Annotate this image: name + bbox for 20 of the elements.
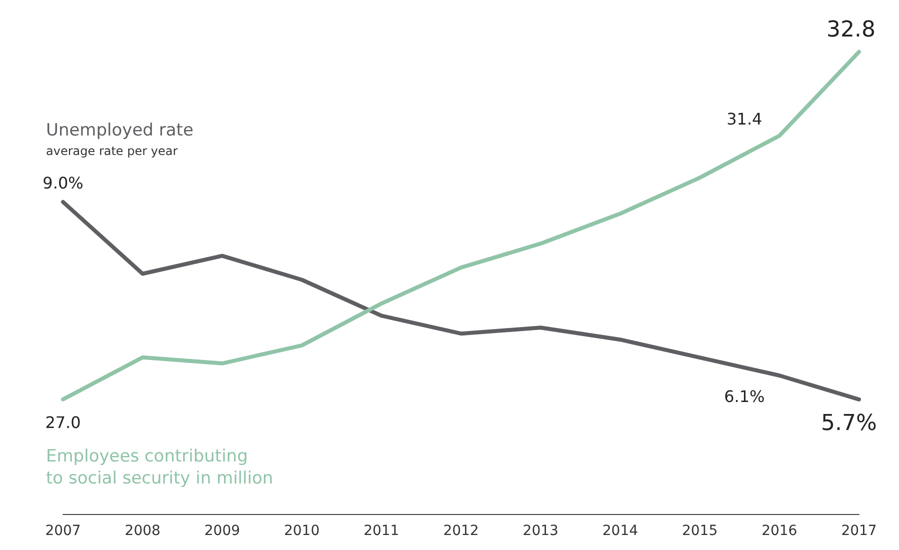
- data-label: 31.4: [726, 109, 762, 128]
- data-label: 5.7%: [821, 410, 877, 436]
- data-label: 32.8: [826, 17, 876, 42]
- x-tick-label: 2015: [682, 523, 718, 539]
- x-tick-label: 2010: [284, 523, 320, 539]
- x-tick-label: 2009: [204, 523, 240, 539]
- x-tick-label: 2012: [443, 523, 479, 539]
- x-tick-label: 2014: [602, 523, 638, 539]
- x-tick-label: 2016: [762, 523, 798, 539]
- data-label: 6.1%: [724, 387, 765, 406]
- annotation: average rate per year: [46, 144, 178, 158]
- x-tick-label: 2008: [124, 523, 160, 539]
- data-label: 9.0%: [42, 173, 84, 192]
- x-tick-label: 2017: [841, 523, 877, 539]
- data-label: 27.0: [45, 412, 81, 432]
- x-tick-label: 2011: [364, 523, 400, 539]
- x-tick-label: 2013: [522, 523, 558, 539]
- text: Unemployed rate: [46, 120, 194, 140]
- x-tick-label: 2007: [45, 523, 81, 539]
- text: Employees contributing to social security in million: [46, 446, 274, 488]
